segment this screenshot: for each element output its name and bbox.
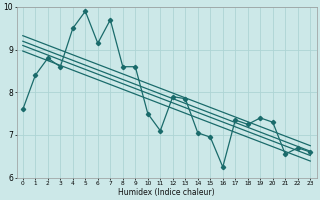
X-axis label: Humidex (Indice chaleur): Humidex (Indice chaleur) bbox=[118, 188, 215, 197]
